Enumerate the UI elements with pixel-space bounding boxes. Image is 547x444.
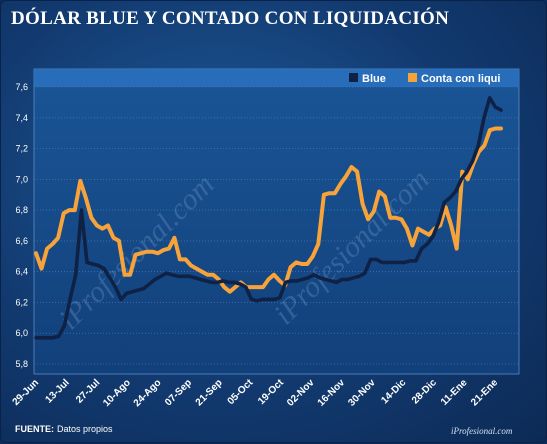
series-line-ccl <box>34 126 503 294</box>
source-note: FUENTE: Datos propios <box>15 424 113 434</box>
x-tick-label: 21-Ene <box>469 377 500 408</box>
x-tick-label: 29-Jun <box>11 377 42 408</box>
y-tick-label: 7,4 <box>15 113 28 123</box>
y-tick-label: 6,4 <box>15 267 28 277</box>
x-tick-label: 19-Oct <box>256 377 286 407</box>
y-tick-label: 6,0 <box>15 328 28 338</box>
source-label: FUENTE: <box>15 424 54 434</box>
x-tick-label: 02-Nov <box>285 377 317 409</box>
x-tick-label: 30-Nov <box>346 377 378 409</box>
y-tick-label: 7,6 <box>15 82 28 92</box>
series-layer <box>34 96 503 340</box>
x-tick-label: 21-Sep <box>194 377 225 408</box>
source-text: Datos propios <box>57 424 113 434</box>
x-tick-label: 24-Ago <box>132 377 164 409</box>
y-tick-label: 6,2 <box>15 297 28 307</box>
series-line-blue <box>34 96 503 340</box>
legend-label-ccl: Conta con liqui <box>421 73 500 85</box>
legend: Blue Conta con liqui <box>349 73 500 85</box>
x-tick-label: 11-Ene <box>439 377 470 408</box>
y-axis: 5,8 6,0 6,2 6,4 6,6 6,8 7,0 7,2 7,4 7,6 <box>15 82 28 369</box>
chart-title: DÓLAR BLUE Y CONTADO CON LIQUIDACIÓN <box>11 8 450 29</box>
x-tick-label: 28-Dic <box>410 377 439 406</box>
x-tick-label: 07-Sep <box>163 377 194 408</box>
x-tick-label: 27-Jul <box>74 377 102 405</box>
legend-bar <box>34 69 519 87</box>
x-tick-label: 05-Oct <box>226 377 256 407</box>
y-tick-label: 7,0 <box>15 174 28 184</box>
plot-area <box>33 68 520 375</box>
x-tick-label: 16-Nov <box>316 377 348 409</box>
legend-swatch-ccl <box>408 73 417 82</box>
credit: iProfesional.com <box>451 426 513 436</box>
y-tick-label: 5,8 <box>15 359 28 369</box>
y-tick-label: 6,6 <box>15 236 28 246</box>
x-tick-label: 14-Dic <box>379 377 408 406</box>
legend-swatch-blue <box>349 73 358 82</box>
legend-label-blue: Blue <box>362 73 386 85</box>
y-tick-label: 6,8 <box>15 205 28 215</box>
y-tick-label: 7,2 <box>15 144 28 154</box>
x-tick-label: 10-Ago <box>101 377 133 409</box>
x-tick-label: 13-Jul <box>44 377 72 405</box>
